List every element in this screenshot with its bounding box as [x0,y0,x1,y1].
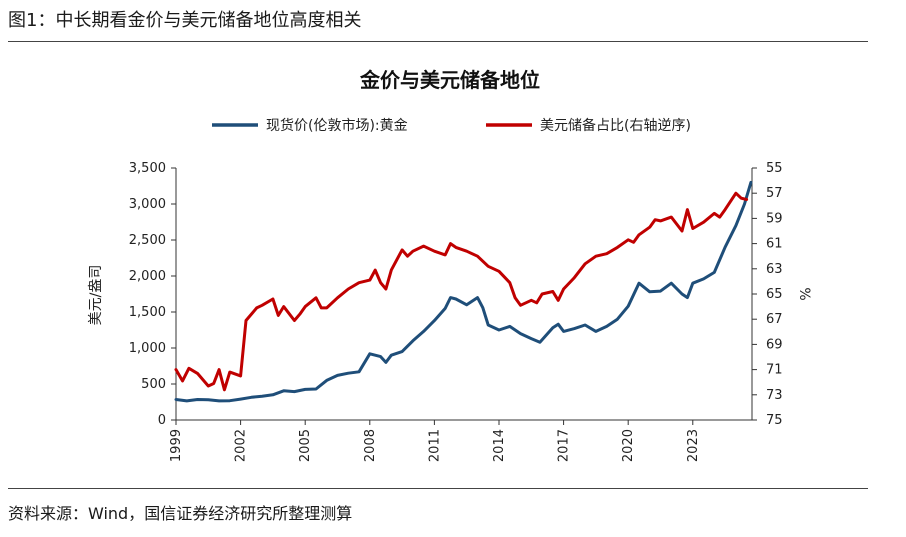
legend: 现货价(伦敦市场):黄金 美元储备占比(右轴逆序) [212,117,691,134]
series-layer [174,180,753,403]
x-tick-label: 2017 [557,429,572,462]
y-tick-label: 3,000 [129,197,166,212]
top-rule [8,41,868,42]
x-tick-label: 2005 [298,429,313,462]
y-tick-label: 2,500 [129,233,166,248]
x-tick-label: 2002 [234,429,249,462]
usd-reserve-share-line [174,191,749,392]
y-tick-label: 3,500 [129,161,166,176]
y-tick-label: 1,000 [129,341,166,356]
y2-axis-label: % [796,287,812,300]
y2-tick-label: 71 [766,363,783,378]
x-tick-label: 2023 [686,429,701,462]
y2-tick-label: 65 [766,287,783,302]
y2-tick-label: 57 [766,186,783,201]
y-tick-label: 1,500 [129,305,166,320]
x-tick-label: 2008 [363,429,378,462]
x-tick-label: 1999 [169,429,184,462]
x-tick-label: 2014 [492,429,507,462]
chart-canvas: 金价与美元储备地位 现货价(伦敦市场):黄金 美元储备占比(右轴逆序) 0 500 1… [88,68,812,462]
chart-title: 金价与美元储备地位 [359,68,540,92]
tick-labels: 0 500 1,000 1,500 2,000 2,500 3,000 3,500 55 57 59… [129,161,783,462]
source-note: 资料来源：Wind，国信证券经济研究所整理测算 [8,504,353,523]
y2-tick-label: 75 [766,413,783,428]
y2-tick-label: 63 [766,262,783,277]
x-tick-label: 2020 [621,429,636,462]
y-tick-label: 0 [158,413,166,428]
y2-tick-label: 61 [766,237,783,252]
x-tick-label: 2011 [427,429,442,462]
y-tick-label: 2,000 [129,269,166,284]
gold-price-line [174,180,753,403]
y2-tick-label: 69 [766,337,783,352]
y2-tick-label: 55 [766,161,783,176]
legend-label: 美元储备占比(右轴逆序) [540,117,691,134]
axes [171,167,757,425]
y2-tick-label: 67 [766,312,783,327]
y-tick-label: 500 [141,377,166,392]
y-axis-label: 美元/盎司 [88,265,104,326]
y2-tick-label: 59 [766,211,783,226]
y2-tick-label: 73 [766,388,783,403]
bottom-rule [8,488,868,489]
legend-label: 现货价(伦敦市场):黄金 [266,117,408,134]
figure-caption: 图1：中长期看金价与美元储备地位高度相关 [8,10,362,31]
